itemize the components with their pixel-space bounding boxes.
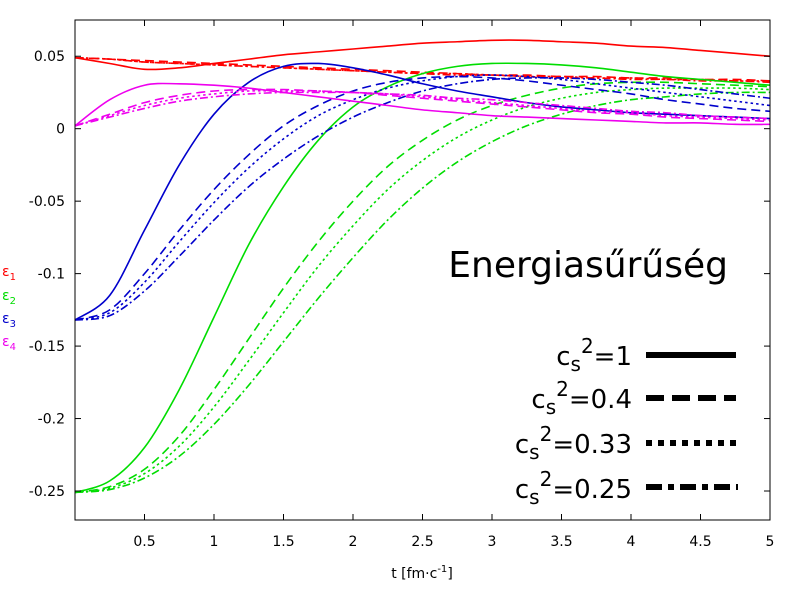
series-line-1 xyxy=(74,56,771,82)
x-tick-label: 3.5 xyxy=(550,534,572,550)
series-line-8 xyxy=(74,62,771,321)
series-line-7 xyxy=(74,91,771,494)
series-line-10 xyxy=(74,74,771,321)
x-tick-label: 4.5 xyxy=(689,534,711,550)
x-tick-label: 2 xyxy=(349,534,358,550)
x-tick-label: 3 xyxy=(488,534,497,550)
series-line-4 xyxy=(74,62,771,494)
plot-area xyxy=(74,39,771,494)
x-tick-label: 1 xyxy=(210,534,219,550)
legend-label-cs033: cs2=0.33 xyxy=(515,422,632,464)
legend-label-cs04: cs2=0.4 xyxy=(531,377,632,419)
x-tick-label: 0.5 xyxy=(133,534,155,550)
legend-label-cs1: cs2=1 xyxy=(556,334,632,376)
legend: cs2=1 cs2=0.4 cs2=0.33 cs2=0.25 xyxy=(515,334,738,509)
x-tick-label: 2.5 xyxy=(411,534,433,550)
y-label-eps3: ε3 xyxy=(2,311,16,330)
x-tick-label: 1.5 xyxy=(272,534,294,550)
series-line-13 xyxy=(74,88,771,127)
series-line-11 xyxy=(74,76,771,321)
y-axis-labels: ε1 ε2 ε3 ε4 xyxy=(2,264,16,353)
y-tick-label: -0.25 xyxy=(29,484,65,500)
y-tick-label: 0 xyxy=(56,122,65,138)
series-line-15 xyxy=(74,91,771,127)
chart-title: Energiasűrűség xyxy=(448,245,728,286)
y-label-eps4: ε4 xyxy=(2,334,16,353)
x-tick-label: 5 xyxy=(766,534,775,550)
y-tick-label: -0.05 xyxy=(29,194,65,210)
legend-label-cs025: cs2=0.25 xyxy=(515,467,632,509)
x-tick-label: 4 xyxy=(627,534,636,550)
y-tick-label: 0.05 xyxy=(34,49,65,65)
series-line-5 xyxy=(74,81,771,494)
x-axis-ticks: 0.5 1 1.5 2 2.5 3 3.5 4 4.5 5 xyxy=(133,20,774,550)
series-line-12 xyxy=(74,82,771,127)
y-label-eps1: ε1 xyxy=(2,264,16,283)
series-line-0 xyxy=(74,39,771,71)
y-axis-ticks: 0.05 0 -0.05 -0.1 -0.15 -0.2 -0.25 xyxy=(29,49,770,500)
y-tick-label: -0.15 xyxy=(29,339,65,355)
series-line-6 xyxy=(74,87,771,494)
series-line-9 xyxy=(74,75,771,321)
y-tick-label: -0.2 xyxy=(38,412,65,428)
y-label-eps2: ε2 xyxy=(2,288,16,307)
y-tick-label: -0.1 xyxy=(38,267,65,283)
x-axis-label: t [fm·c-1] xyxy=(391,564,453,582)
